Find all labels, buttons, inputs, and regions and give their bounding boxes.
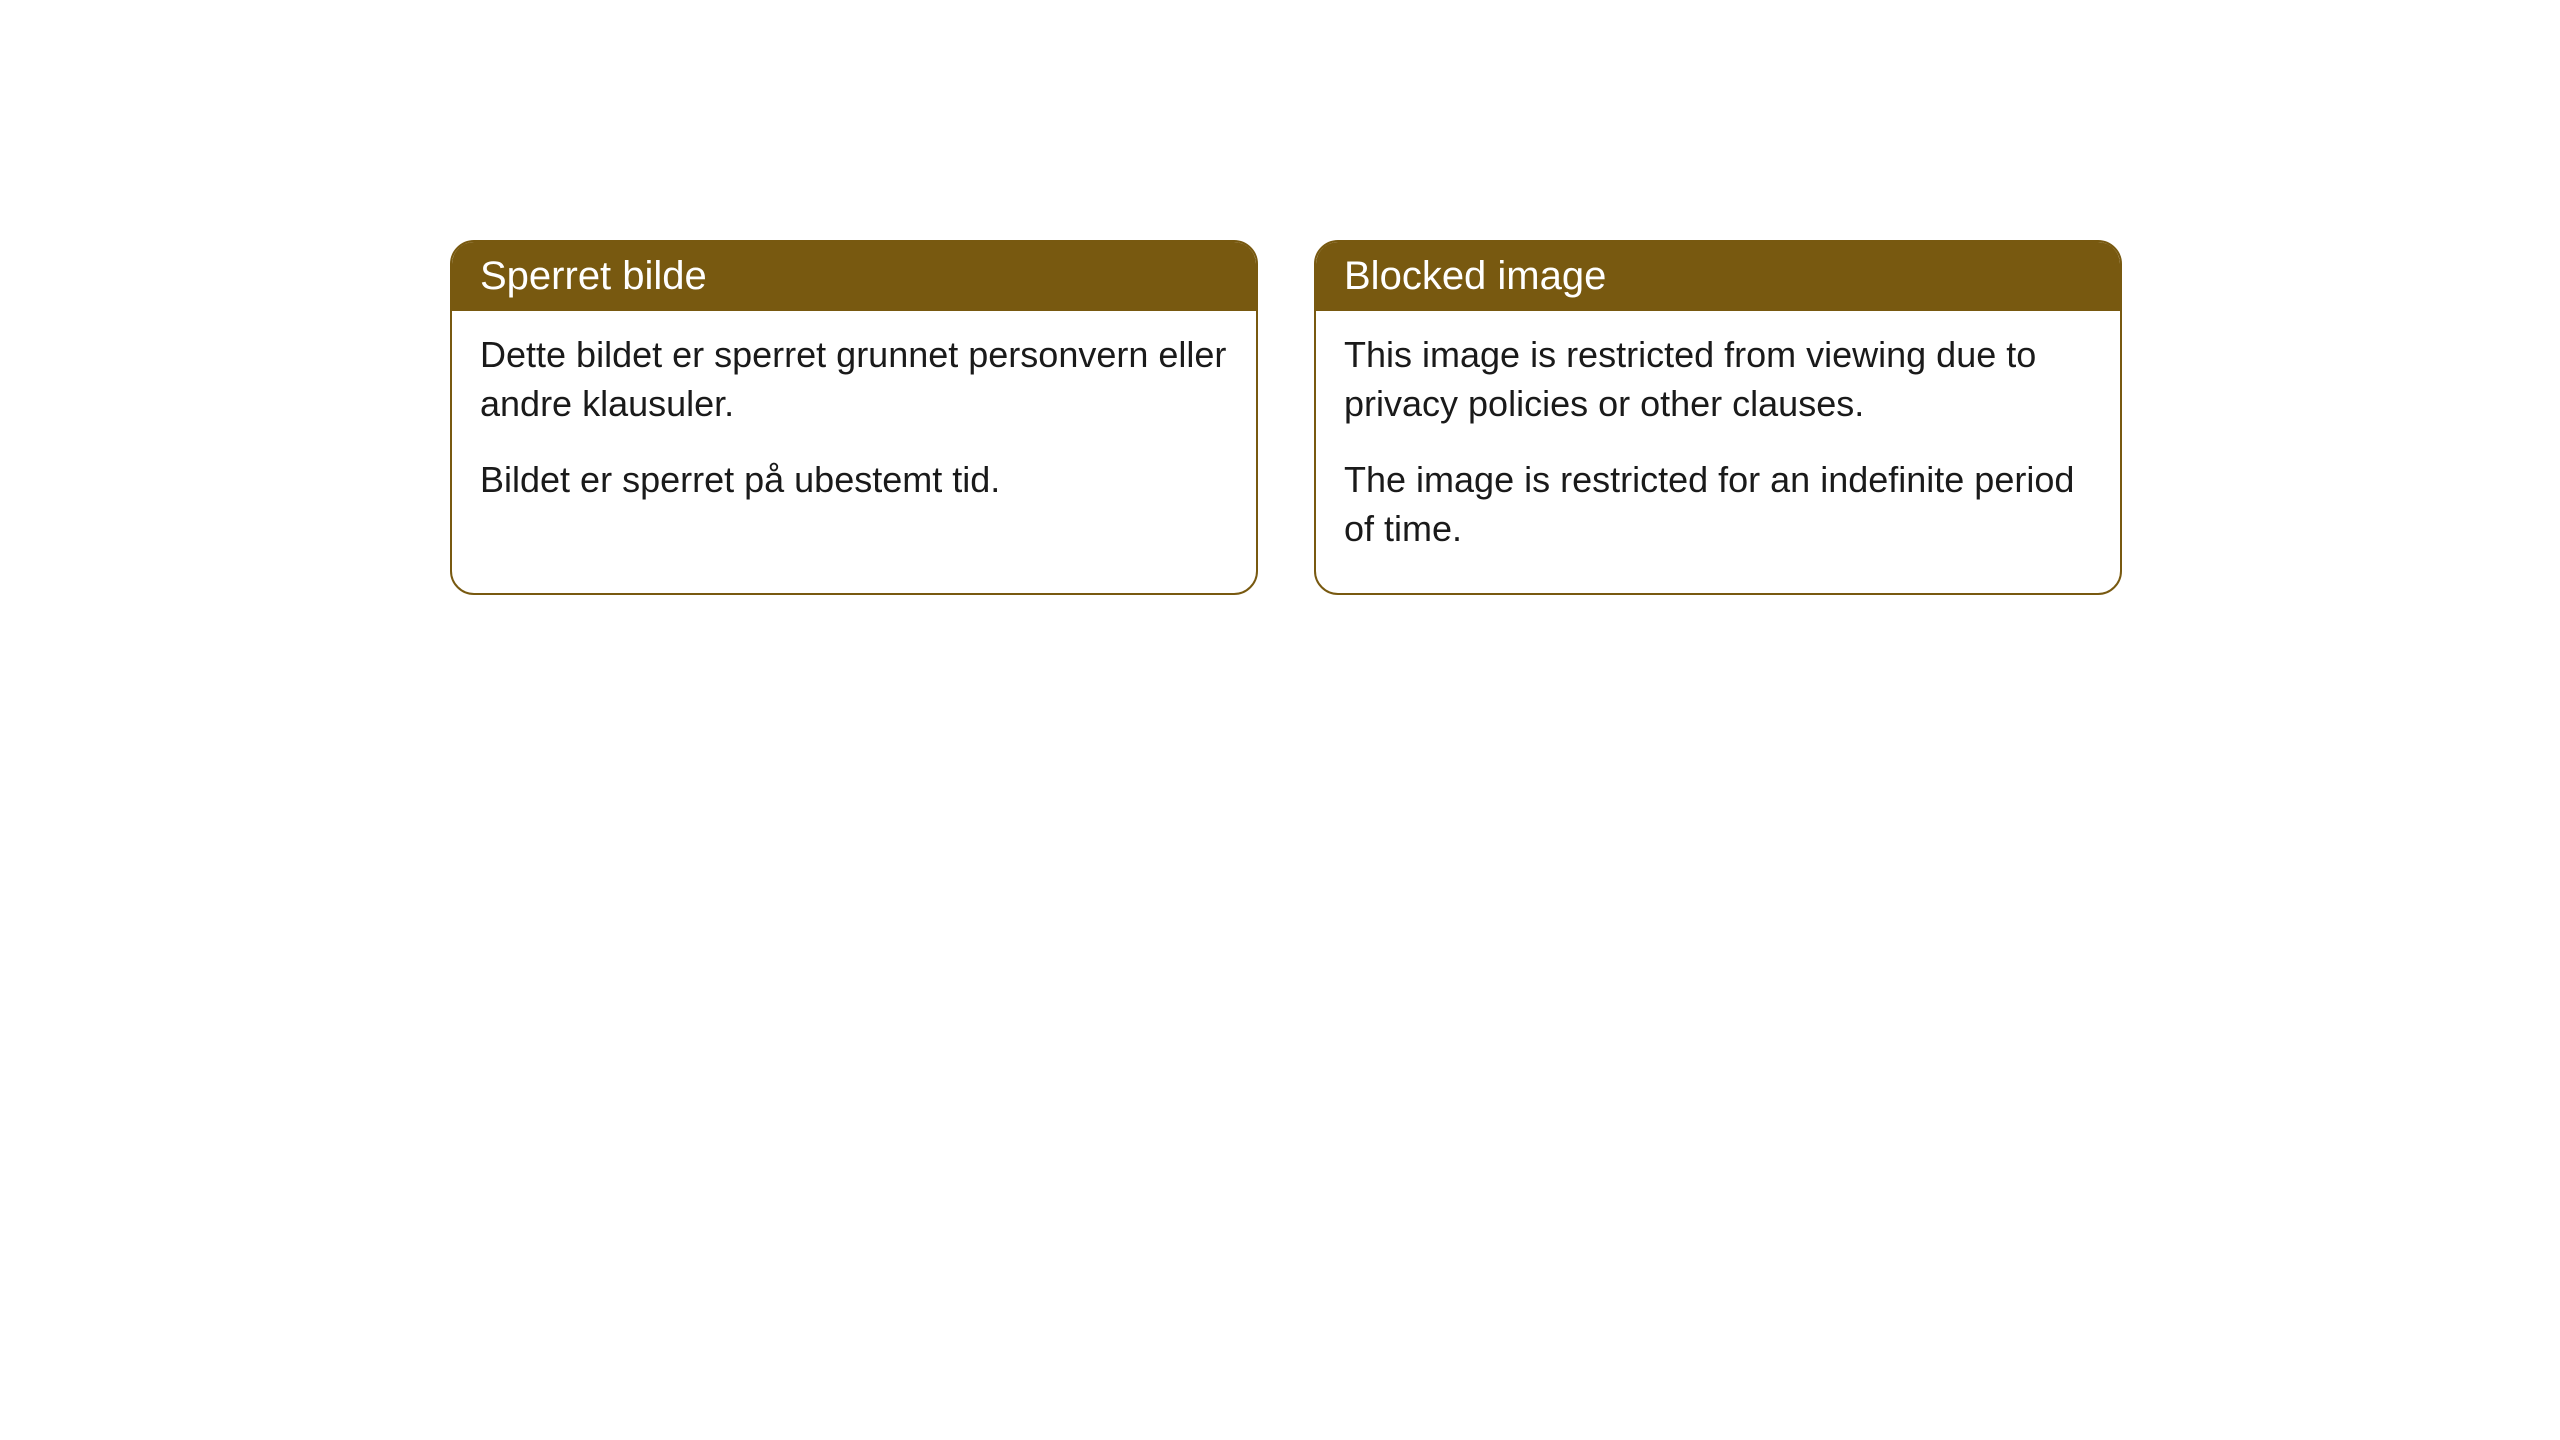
notice-cards-container: Sperret bilde Dette bildet er sperret gr… (0, 0, 2560, 595)
card-paragraph-2-norwegian: Bildet er sperret på ubestemt tid. (480, 456, 1228, 505)
card-paragraph-2-english: The image is restricted for an indefinit… (1344, 456, 2092, 553)
blocked-image-card-norwegian: Sperret bilde Dette bildet er sperret gr… (450, 240, 1258, 595)
card-header-norwegian: Sperret bilde (452, 242, 1256, 311)
card-paragraph-1-norwegian: Dette bildet er sperret grunnet personve… (480, 331, 1228, 428)
card-body-norwegian: Dette bildet er sperret grunnet personve… (452, 311, 1256, 545)
blocked-image-card-english: Blocked image This image is restricted f… (1314, 240, 2122, 595)
card-header-english: Blocked image (1316, 242, 2120, 311)
card-body-english: This image is restricted from viewing du… (1316, 311, 2120, 593)
card-paragraph-1-english: This image is restricted from viewing du… (1344, 331, 2092, 428)
